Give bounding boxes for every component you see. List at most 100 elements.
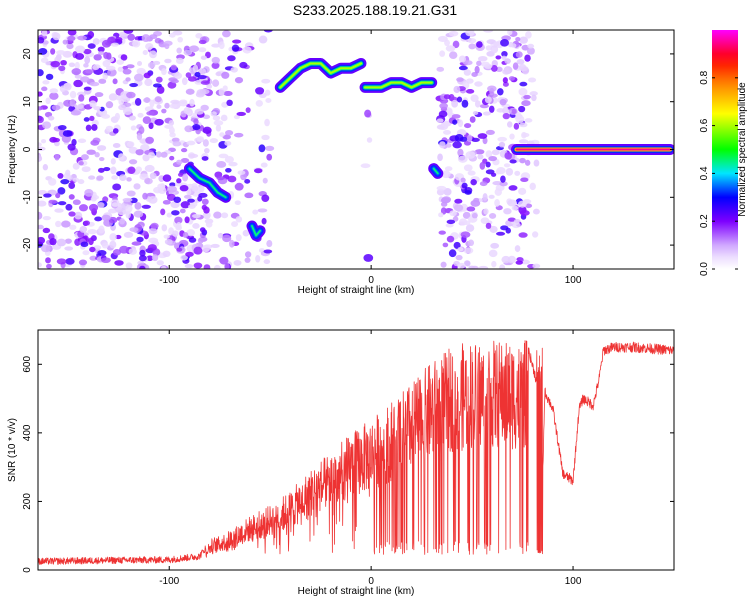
heatmap-noise-cell <box>505 168 514 176</box>
heatmap-noise-cell <box>469 116 476 123</box>
heatmap-noise-cell <box>179 184 189 192</box>
heatmap-noise-cell <box>138 126 145 135</box>
heatmap-noise-cell <box>502 112 510 120</box>
heatmap-noise-cell <box>122 107 133 116</box>
heatmap-noise-cell <box>38 190 48 195</box>
heatmap-noise-cell <box>176 222 182 229</box>
heatmap-noise-cell <box>92 38 100 45</box>
heatmap-noise-cell <box>188 204 196 209</box>
heatmap-noise-cell <box>515 36 521 42</box>
heatmap-noise-cell <box>364 109 372 118</box>
heatmap-noise-cell <box>175 57 184 65</box>
heatmap-noise-cell <box>244 178 251 184</box>
heatmap-noise-cell <box>479 161 486 170</box>
heatmap-noise-cell <box>453 204 464 212</box>
heatmap-noise-cell <box>83 48 92 55</box>
heatmap-noise-cell <box>73 79 83 88</box>
heatmap-noise-cell <box>499 98 507 106</box>
heatmap-noise-cell <box>438 230 446 235</box>
heatmap-noise-cell <box>194 108 204 115</box>
heatmap-noise-cell <box>222 30 231 38</box>
heatmap-noise-cell <box>202 211 211 220</box>
heatmap-noise-cell <box>499 181 508 187</box>
heatmap-noise-cell <box>196 136 204 142</box>
heatmap-noise-cell <box>523 94 531 100</box>
heatmap-noise-cell <box>69 90 77 99</box>
heatmap-noise-cell <box>229 239 235 248</box>
heatmap-noise-cell <box>169 155 175 161</box>
heatmap-noise-cell <box>107 68 117 77</box>
heatmap-noise-cell <box>54 154 60 161</box>
heatmap-noise-cell <box>128 146 138 154</box>
heatmap-noise-cell <box>177 36 184 43</box>
heatmap-noise-cell <box>115 234 122 240</box>
heatmap-noise-cell <box>496 231 506 236</box>
heatmap-noise-cell <box>465 89 475 94</box>
heatmap-noise-cell <box>65 169 71 176</box>
heatmap-noise-cell <box>440 207 447 215</box>
heatmap-noise-cell <box>72 199 81 206</box>
heatmap-noise-cell <box>48 199 58 204</box>
heatmap-noise-cell <box>445 143 452 148</box>
heatmap-noise-cell <box>185 72 192 78</box>
heatmap-noise-cell <box>443 94 451 100</box>
heatmap-noise-cell <box>227 55 236 62</box>
heatmap-noise-cell <box>202 126 212 134</box>
heatmap-noise-cell <box>226 99 233 107</box>
heatmap-noise-cell <box>74 211 83 220</box>
heatmap-noise-cell <box>524 54 531 62</box>
heatmap-noise-cell <box>191 185 199 192</box>
heatmap-noise-cell <box>126 91 136 99</box>
heatmap-noise-cell <box>244 251 252 258</box>
heatmap-noise-cell <box>463 247 474 254</box>
heatmap-noise-cell <box>440 201 448 207</box>
heatmap-noise-cell <box>445 108 453 116</box>
heatmap-noise-cell <box>82 250 90 256</box>
heatmap-noise-cell <box>172 141 182 147</box>
heatmap-noise-cell <box>93 106 102 111</box>
heatmap-noise-cell <box>485 150 493 158</box>
heatmap-noise-cell <box>488 212 497 219</box>
heatmap-noise-cell <box>261 194 270 202</box>
heatmap-noise-cell <box>231 44 240 52</box>
heatmap-noise-cell <box>265 98 272 103</box>
heatmap-noise-cell <box>68 182 76 189</box>
heatmap-noise-cell <box>62 130 73 137</box>
heatmap-noise-cell <box>437 35 448 42</box>
heatmap-noise-cell <box>49 88 59 94</box>
heatmap-noise-cell <box>477 154 484 160</box>
heatmap-noise-cell <box>98 156 105 162</box>
heatmap-noise-cell <box>142 154 150 162</box>
heatmap-noise-cell <box>442 242 449 248</box>
heatmap-noise-cell <box>457 119 464 128</box>
heatmap-noise-cell <box>97 202 105 208</box>
heatmap-noise-cell <box>169 32 176 38</box>
heatmap-noise-cell <box>443 187 452 196</box>
heatmap-noise-cell <box>264 118 270 127</box>
heatmap-noise-cell <box>89 115 95 122</box>
heatmap-noise-cell <box>205 221 213 228</box>
heatmap-noise-cell <box>456 96 463 103</box>
heatmap-noise-cell <box>191 213 201 219</box>
heatmap-noise-cell <box>156 260 165 266</box>
heatmap-noise-cell <box>519 81 528 87</box>
heatmap-noise-cell <box>148 195 158 204</box>
heatmap-noise-cell <box>525 31 532 39</box>
heatmap-noise-cell <box>123 30 134 34</box>
heatmap-noise-cell <box>118 153 125 161</box>
heatmap-noise-cell <box>490 172 497 177</box>
heatmap-noise-cell <box>499 264 506 269</box>
heatmap-noise-cell <box>441 196 452 203</box>
heatmap-noise-cell <box>177 172 184 177</box>
heatmap-noise-cell <box>84 56 91 65</box>
heatmap-noise-cell <box>174 72 183 79</box>
heatmap-noise-cell <box>38 116 44 124</box>
heatmap-noise-cell <box>525 203 533 209</box>
heatmap-noise-cell <box>502 81 509 87</box>
heatmap-noise-cell <box>257 208 268 213</box>
heatmap-noise-cell <box>436 185 447 191</box>
heatmap-noise-cell <box>110 158 116 165</box>
heatmap-noise-cell <box>209 138 219 144</box>
heatmap-noise-cell <box>38 211 43 220</box>
heatmap-noise-cell <box>148 227 158 235</box>
